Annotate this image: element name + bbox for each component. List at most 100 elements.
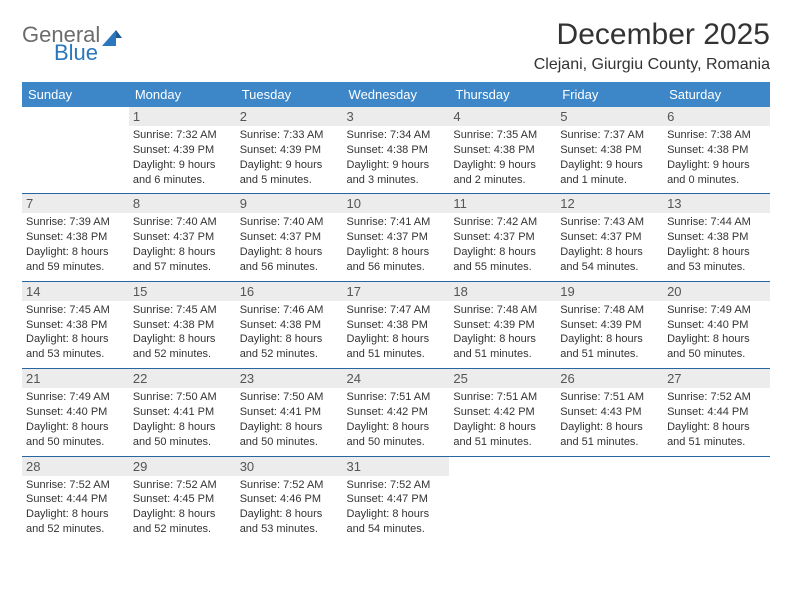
calendar-week-row: 1 Sunrise: 7:32 AMSunset: 4:39 PMDaylight… [22, 107, 770, 194]
day-details: Sunrise: 7:52 AMSunset: 4:44 PMDaylight:… [26, 478, 125, 537]
calendar-week-row: 28 Sunrise: 7:52 AMSunset: 4:44 PMDayligh… [22, 456, 770, 543]
day-number: 25 [449, 369, 556, 388]
day-details: Sunrise: 7:32 AMSunset: 4:39 PMDaylight:… [133, 128, 232, 187]
calendar-week-row: 14Sunrise: 7:45 AMSunset: 4:38 PMDayligh… [22, 281, 770, 368]
day-details: Sunrise: 7:40 AMSunset: 4:37 PMDaylight:… [133, 215, 232, 274]
brand-logo: General Blue [22, 24, 122, 64]
calendar-cell: 18 Sunrise: 7:48 AMSunset: 4:39 PMDayligh… [449, 281, 556, 368]
calendar-cell: 27 Sunrise: 7:52 AMSunset: 4:44 PMDayligh… [663, 369, 770, 456]
day-number: 8 [129, 194, 236, 213]
day-number: 12 [556, 194, 663, 213]
day-number: 11 [449, 194, 556, 213]
day-details: Sunrise: 7:51 AMSunset: 4:43 PMDaylight:… [560, 390, 659, 449]
day-number: 27 [663, 369, 770, 388]
day-header: Wednesday [343, 82, 450, 107]
calendar-cell [663, 456, 770, 543]
day-number: 24 [343, 369, 450, 388]
calendar-cell: 29 Sunrise: 7:52 AMSunset: 4:45 PMDayligh… [129, 456, 236, 543]
day-header: Monday [129, 82, 236, 107]
day-details: Sunrise: 7:46 AMSunset: 4:38 PMDaylight:… [240, 303, 339, 362]
day-details: Sunrise: 7:50 AMSunset: 4:41 PMDaylight:… [240, 390, 339, 449]
calendar-cell: 13Sunrise: 7:44 AMSunset: 4:38 PMDayligh… [663, 194, 770, 281]
calendar-cell: 11 Sunrise: 7:42 AMSunset: 4:37 PMDayligh… [449, 194, 556, 281]
day-number: 14 [22, 282, 129, 301]
day-details: Sunrise: 7:42 AMSunset: 4:37 PMDaylight:… [453, 215, 552, 274]
calendar-cell [449, 456, 556, 543]
day-details: Sunrise: 7:51 AMSunset: 4:42 PMDaylight:… [347, 390, 446, 449]
calendar-cell: 2 Sunrise: 7:33 AMSunset: 4:39 PMDaylight… [236, 107, 343, 194]
calendar-cell: 22Sunrise: 7:50 AMSunset: 4:41 PMDayligh… [129, 369, 236, 456]
day-number: 21 [22, 369, 129, 388]
day-number: 6 [663, 107, 770, 126]
day-number: 4 [449, 107, 556, 126]
calendar-cell: 26 Sunrise: 7:51 AMSunset: 4:43 PMDayligh… [556, 369, 663, 456]
calendar-cell: 31Sunrise: 7:52 AMSunset: 4:47 PMDayligh… [343, 456, 450, 543]
day-details: Sunrise: 7:52 AMSunset: 4:46 PMDaylight:… [240, 478, 339, 537]
location-text: Clejani, Giurgiu County, Romania [534, 56, 770, 74]
day-header: Friday [556, 82, 663, 107]
day-number: 2 [236, 107, 343, 126]
day-details: Sunrise: 7:45 AMSunset: 4:38 PMDaylight:… [133, 303, 232, 362]
day-number: 28 [22, 457, 129, 476]
calendar-cell: 5 Sunrise: 7:37 AMSunset: 4:38 PMDaylight… [556, 107, 663, 194]
calendar-cell: 8 Sunrise: 7:40 AMSunset: 4:37 PMDaylight… [129, 194, 236, 281]
day-details: Sunrise: 7:41 AMSunset: 4:37 PMDaylight:… [347, 215, 446, 274]
day-details: Sunrise: 7:49 AMSunset: 4:40 PMDaylight:… [26, 390, 125, 449]
day-details: Sunrise: 7:48 AMSunset: 4:39 PMDaylight:… [453, 303, 552, 362]
day-details: Sunrise: 7:38 AMSunset: 4:38 PMDaylight:… [667, 128, 766, 187]
day-details: Sunrise: 7:48 AMSunset: 4:39 PMDaylight:… [560, 303, 659, 362]
calendar-cell [556, 456, 663, 543]
calendar-cell: 23Sunrise: 7:50 AMSunset: 4:41 PMDayligh… [236, 369, 343, 456]
calendar-cell: 12 Sunrise: 7:43 AMSunset: 4:37 PMDayligh… [556, 194, 663, 281]
calendar-cell: 21 Sunrise: 7:49 AMSunset: 4:40 PMDayligh… [22, 369, 129, 456]
day-number: 9 [236, 194, 343, 213]
day-number: 19 [556, 282, 663, 301]
day-details: Sunrise: 7:40 AMSunset: 4:37 PMDaylight:… [240, 215, 339, 274]
calendar-cell: 17 Sunrise: 7:47 AMSunset: 4:38 PMDayligh… [343, 281, 450, 368]
day-details: Sunrise: 7:47 AMSunset: 4:38 PMDaylight:… [347, 303, 446, 362]
calendar-cell: 30 Sunrise: 7:52 AMSunset: 4:46 PMDayligh… [236, 456, 343, 543]
calendar-cell: 10Sunrise: 7:41 AMSunset: 4:37 PMDayligh… [343, 194, 450, 281]
day-number: 17 [343, 282, 450, 301]
day-details: Sunrise: 7:37 AMSunset: 4:38 PMDaylight:… [560, 128, 659, 187]
brand-word2: Blue [54, 42, 122, 64]
day-details: Sunrise: 7:52 AMSunset: 4:45 PMDaylight:… [133, 478, 232, 537]
day-details: Sunrise: 7:35 AMSunset: 4:38 PMDaylight:… [453, 128, 552, 187]
day-number: 3 [343, 107, 450, 126]
day-number: 1 [129, 107, 236, 126]
title-block: December 2025 Clejani, Giurgiu County, R… [534, 18, 770, 74]
calendar-cell: 14Sunrise: 7:45 AMSunset: 4:38 PMDayligh… [22, 281, 129, 368]
day-details: Sunrise: 7:33 AMSunset: 4:39 PMDaylight:… [240, 128, 339, 187]
day-number: 26 [556, 369, 663, 388]
day-details: Sunrise: 7:43 AMSunset: 4:37 PMDaylight:… [560, 215, 659, 274]
calendar-cell: 15Sunrise: 7:45 AMSunset: 4:38 PMDayligh… [129, 281, 236, 368]
calendar-cell: 19 Sunrise: 7:48 AMSunset: 4:39 PMDayligh… [556, 281, 663, 368]
calendar-table: Sunday Monday Tuesday Wednesday Thursday… [22, 82, 770, 543]
day-number: 20 [663, 282, 770, 301]
day-number: 30 [236, 457, 343, 476]
day-number: 18 [449, 282, 556, 301]
day-details: Sunrise: 7:51 AMSunset: 4:42 PMDaylight:… [453, 390, 552, 449]
day-details: Sunrise: 7:34 AMSunset: 4:38 PMDaylight:… [347, 128, 446, 187]
calendar-cell: 25 Sunrise: 7:51 AMSunset: 4:42 PMDayligh… [449, 369, 556, 456]
day-details: Sunrise: 7:52 AMSunset: 4:44 PMDaylight:… [667, 390, 766, 449]
calendar-cell: 9 Sunrise: 7:40 AMSunset: 4:37 PMDaylight… [236, 194, 343, 281]
day-number: 29 [129, 457, 236, 476]
calendar-cell: 24 Sunrise: 7:51 AMSunset: 4:42 PMDayligh… [343, 369, 450, 456]
day-number: 13 [663, 194, 770, 213]
day-number: 5 [556, 107, 663, 126]
day-header-row: Sunday Monday Tuesday Wednesday Thursday… [22, 82, 770, 107]
day-header: Sunday [22, 82, 129, 107]
month-title: December 2025 [534, 18, 770, 52]
calendar-week-row: 7Sunrise: 7:39 AMSunset: 4:38 PMDaylight… [22, 194, 770, 281]
calendar-cell [22, 107, 129, 194]
day-header: Tuesday [236, 82, 343, 107]
day-details: Sunrise: 7:50 AMSunset: 4:41 PMDaylight:… [133, 390, 232, 449]
calendar-cell: 3 Sunrise: 7:34 AMSunset: 4:38 PMDaylight… [343, 107, 450, 194]
day-header: Thursday [449, 82, 556, 107]
calendar-cell: 1 Sunrise: 7:32 AMSunset: 4:39 PMDaylight… [129, 107, 236, 194]
day-details: Sunrise: 7:49 AMSunset: 4:40 PMDaylight:… [667, 303, 766, 362]
calendar-cell: 4 Sunrise: 7:35 AMSunset: 4:38 PMDaylight… [449, 107, 556, 194]
header: General Blue December 2025 Clejani, Giur… [22, 18, 770, 74]
calendar-cell: 7Sunrise: 7:39 AMSunset: 4:38 PMDaylight… [22, 194, 129, 281]
